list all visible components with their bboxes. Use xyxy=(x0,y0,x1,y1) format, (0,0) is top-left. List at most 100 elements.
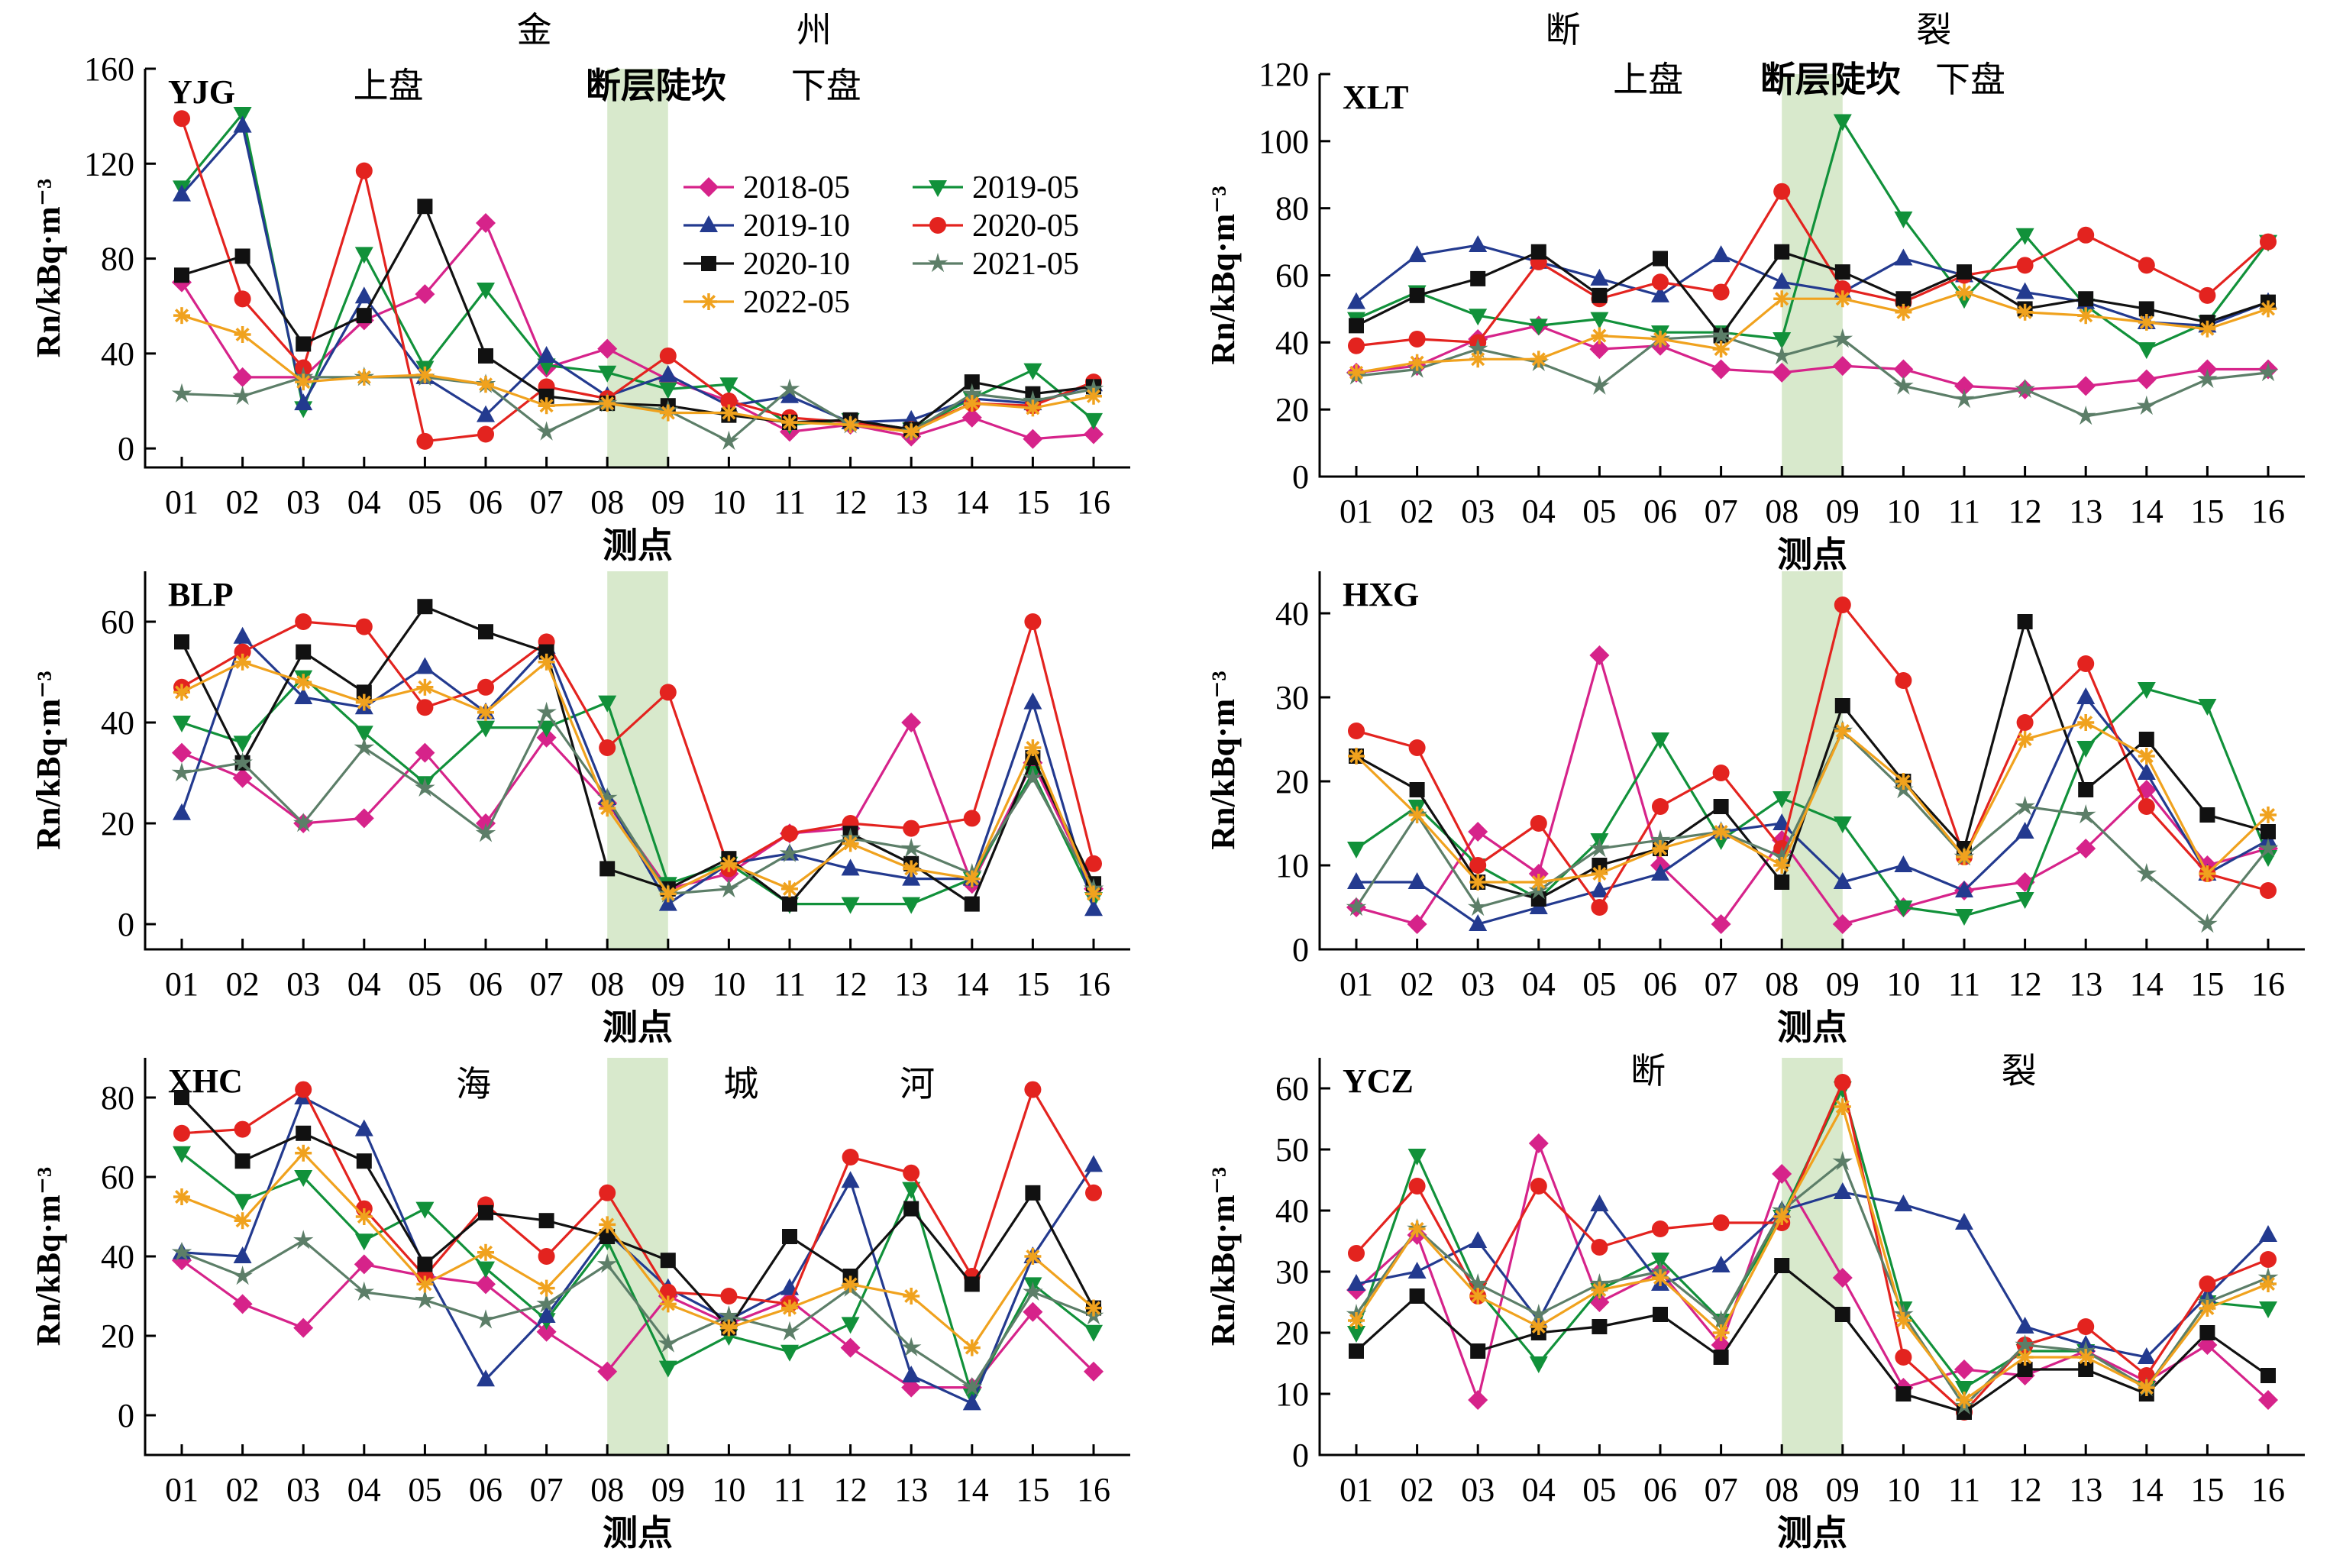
x-tick-label: 13 xyxy=(894,1471,928,1508)
data-point xyxy=(1651,285,1669,302)
data-point xyxy=(1773,1208,1791,1225)
data-point xyxy=(599,1229,616,1244)
data-point xyxy=(172,742,192,763)
x-tick-label: 12 xyxy=(2008,1471,2042,1508)
y-tick-label: 20 xyxy=(1275,391,1309,428)
x-tick-label: 03 xyxy=(1461,965,1495,1003)
data-point xyxy=(356,308,372,324)
data-point xyxy=(599,800,616,817)
data-point xyxy=(2260,233,2277,251)
data-point xyxy=(232,367,253,387)
data-point xyxy=(2137,763,2156,780)
data-point xyxy=(1956,283,1973,301)
x-tick-label: 02 xyxy=(226,483,260,521)
data-point xyxy=(2260,807,2277,823)
data-point xyxy=(232,385,253,406)
data-point xyxy=(963,395,981,412)
data-point xyxy=(1711,245,1731,263)
data-point xyxy=(599,395,616,412)
data-point xyxy=(1773,331,1792,349)
data-point xyxy=(1895,303,1912,321)
x-tick-label: 11 xyxy=(1948,493,1980,530)
data-point xyxy=(1893,359,1914,380)
legend-item: 2022-05 xyxy=(683,285,850,320)
data-point xyxy=(2199,1275,2216,1292)
data-point xyxy=(1894,900,1913,917)
data-point xyxy=(1712,765,1730,781)
data-point xyxy=(1084,1324,1103,1342)
data-point xyxy=(1085,855,1102,872)
data-point xyxy=(1894,855,1913,872)
data-point xyxy=(171,383,192,403)
data-point xyxy=(477,720,495,738)
data-point xyxy=(295,373,312,391)
series-line xyxy=(181,1239,1094,1389)
y-tick-label: 0 xyxy=(118,1397,134,1434)
data-point xyxy=(902,868,921,886)
data-point xyxy=(2259,1225,2277,1242)
data-point xyxy=(416,366,434,383)
data-point xyxy=(1349,1343,1364,1359)
x-tick-label: 15 xyxy=(2190,965,2224,1003)
data-point xyxy=(1407,245,1427,263)
x-tick-label: 14 xyxy=(2130,1471,2164,1508)
region-annotation: 州 xyxy=(797,9,832,50)
region-annotation: 断 xyxy=(1630,1050,1666,1091)
x-tick-label: 16 xyxy=(1077,1471,1110,1508)
series-line xyxy=(181,1086,1095,1306)
data-point xyxy=(2075,804,2096,824)
data-point xyxy=(1652,798,1669,815)
data-point xyxy=(1348,337,1365,354)
data-point xyxy=(232,1266,253,1285)
data-point xyxy=(1772,1164,1792,1184)
legend-marker xyxy=(929,217,946,234)
data-point xyxy=(1954,1359,1974,1379)
data-point xyxy=(2136,863,2157,883)
data-point xyxy=(2016,731,2034,748)
data-point xyxy=(2199,320,2216,338)
data-point xyxy=(1590,312,1609,329)
data-point xyxy=(1772,362,1792,383)
data-point xyxy=(1408,739,1426,756)
data-point xyxy=(2199,865,2216,882)
data-point xyxy=(901,1377,922,1398)
data-point xyxy=(598,365,617,383)
y-tick-label: 40 xyxy=(101,335,134,373)
data-point xyxy=(964,896,980,912)
data-point xyxy=(1894,248,1913,266)
data-point xyxy=(1590,1195,1609,1211)
data-point xyxy=(1023,363,1042,380)
series-line xyxy=(1355,1139,2270,1405)
data-point xyxy=(841,858,860,876)
data-point xyxy=(295,613,312,630)
data-point xyxy=(1084,899,1103,917)
x-tick-label: 01 xyxy=(165,1471,199,1508)
data-point xyxy=(355,618,373,635)
data-point xyxy=(1024,613,1042,630)
x-tick-label: 16 xyxy=(1077,965,1110,1003)
series-2022-05 xyxy=(1348,1098,2277,1408)
data-point xyxy=(2258,1390,2278,1410)
data-point xyxy=(2078,291,2094,307)
data-point xyxy=(719,878,739,898)
data-point xyxy=(1653,1307,1668,1322)
fault-scarp-zone xyxy=(607,571,668,949)
x-tick-label: 08 xyxy=(590,965,624,1003)
series-line xyxy=(181,1259,1095,1389)
data-point xyxy=(1834,264,1850,280)
x-tick-label: 06 xyxy=(1643,1471,1677,1508)
x-tick-label: 07 xyxy=(1705,1471,1738,1508)
x-tick-label: 05 xyxy=(1582,493,1616,530)
series-line xyxy=(1355,729,2270,926)
data-point xyxy=(536,727,557,748)
fault-scarp-zone xyxy=(1782,571,1843,949)
data-point xyxy=(354,1233,373,1251)
data-point xyxy=(1834,290,1851,308)
data-point xyxy=(1528,1133,1549,1153)
data-point xyxy=(415,657,435,674)
data-point xyxy=(1348,723,1365,739)
data-point xyxy=(354,1281,375,1301)
data-point xyxy=(2138,798,2155,815)
data-point xyxy=(901,713,922,732)
data-point xyxy=(2260,300,2277,318)
